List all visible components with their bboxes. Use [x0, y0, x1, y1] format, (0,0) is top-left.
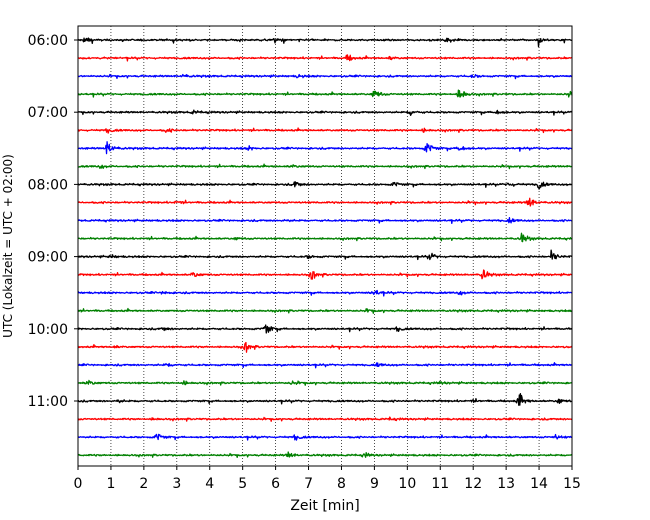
- x-tick-label: 7: [304, 476, 313, 492]
- x-tick-label: 15: [563, 476, 581, 492]
- trace-1045: [77, 379, 573, 386]
- trace-0715: [77, 127, 573, 134]
- y-tick-label: 07:00: [28, 105, 68, 121]
- trace-0845: [77, 232, 573, 243]
- trace-1145: [77, 451, 573, 459]
- trace-0830: [77, 217, 573, 225]
- trace-0915: [77, 269, 573, 280]
- x-tick-label: 2: [139, 476, 148, 492]
- trace-0900: [77, 249, 573, 261]
- trace-0600: [77, 37, 573, 48]
- trace-0945: [77, 307, 573, 314]
- trace-0700: [77, 109, 573, 117]
- trace-1015: [77, 341, 573, 353]
- y-tick-label: 09:00: [28, 250, 68, 266]
- y-tick-label: 11:00: [28, 394, 68, 410]
- trace-0630: [77, 73, 573, 80]
- trace-1100: [77, 393, 573, 406]
- trace-1115: [77, 416, 573, 422]
- trace-1130: [77, 433, 573, 441]
- trace-0645: [77, 89, 573, 98]
- x-tick-label: 6: [271, 476, 280, 492]
- x-tick-label: 9: [370, 476, 379, 492]
- y-tick-label: 08:00: [28, 177, 68, 193]
- grid-lines: [110, 26, 540, 466]
- x-tick-label: 8: [337, 476, 346, 492]
- x-tick-label: 5: [238, 476, 247, 492]
- seismogram-traces: [77, 37, 573, 459]
- trace-0745: [77, 163, 573, 170]
- x-tick-label: 12: [464, 476, 482, 492]
- trace-0800: [77, 181, 573, 190]
- trace-1000: [77, 324, 573, 334]
- trace-1030: [77, 362, 573, 369]
- y-axis-label: UTC (Lokalzeit = UTC + 02:00): [1, 154, 15, 338]
- x-tick-label: 0: [74, 476, 83, 492]
- trace-0815: [77, 197, 573, 207]
- trace-0730: [77, 141, 573, 155]
- x-tick-label: 1: [106, 476, 115, 492]
- x-tick-label: 14: [530, 476, 548, 492]
- plot-frame: [77, 25, 573, 467]
- x-axis-ticks: 0 1 2 3 4 5 6 7 8 9 10 11 12 13 14 15: [74, 466, 581, 492]
- x-tick-label: 3: [172, 476, 181, 492]
- trace-0615: [77, 54, 573, 62]
- x-tick-label: 10: [398, 476, 416, 492]
- x-tick-label: 4: [205, 476, 214, 492]
- x-tick-label: 13: [497, 476, 515, 492]
- x-tick-label: 11: [431, 476, 449, 492]
- y-tick-label: 10:00: [28, 322, 68, 338]
- trace-0930: [77, 289, 573, 297]
- y-tick-label: 06:00: [28, 33, 68, 49]
- x-axis-label: Zeit [min]: [290, 498, 359, 514]
- y-axis-ticks: 06:00 07:00 08:00 09:00 10:00 11:00: [28, 33, 78, 410]
